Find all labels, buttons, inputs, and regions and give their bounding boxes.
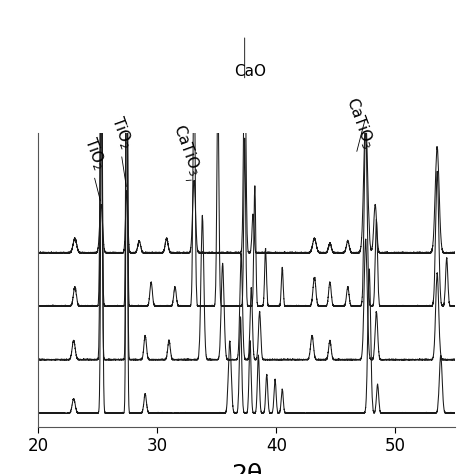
X-axis label: 2θ: 2θ (231, 464, 262, 474)
Text: CaTiO$_3$: CaTiO$_3$ (169, 121, 205, 178)
Text: TiO$_2$: TiO$_2$ (80, 135, 109, 173)
Text: CaO: CaO (235, 64, 266, 79)
Text: CaTiO$_3$: CaTiO$_3$ (342, 95, 378, 151)
Text: TiO$_2$: TiO$_2$ (107, 114, 136, 151)
